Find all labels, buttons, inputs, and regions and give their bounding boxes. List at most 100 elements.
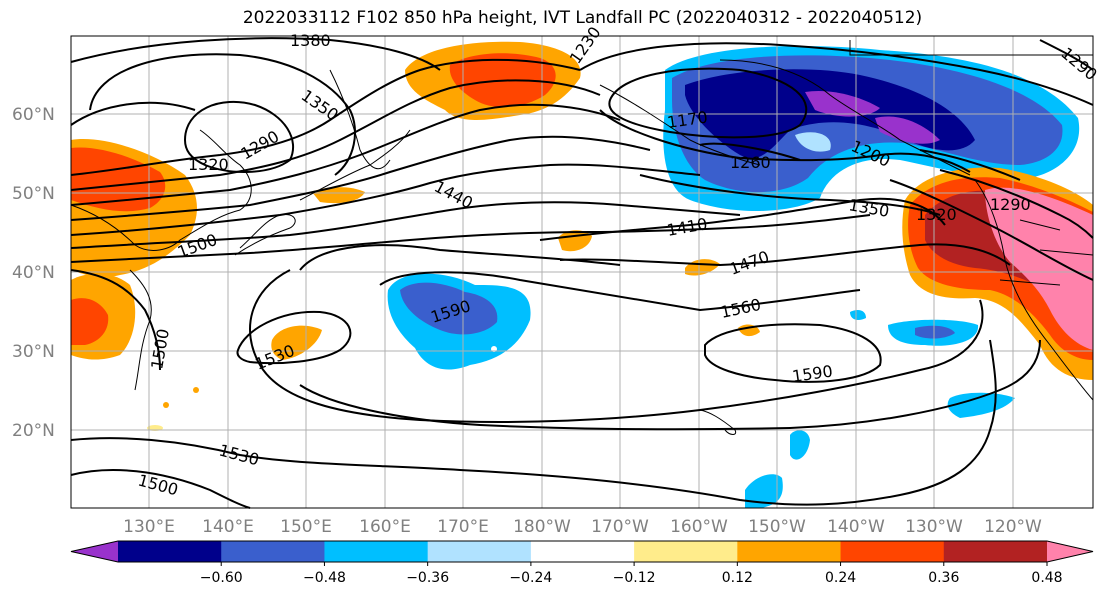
contour-1200	[599, 109, 971, 173]
contour-1560	[379, 271, 861, 312]
contour-1260	[699, 142, 801, 161]
lon-label-130e: 130°E	[123, 517, 175, 537]
contour-1530-small	[236, 310, 352, 365]
contour-inner-west	[70, 101, 196, 126]
coast-canada-border	[849, 40, 1093, 56]
clabel-1320-east: 1320	[916, 205, 957, 224]
lon-label-170e: 170°E	[437, 517, 489, 537]
lon-label-130w: 130°W	[905, 517, 963, 537]
colorbar-segment	[221, 541, 325, 562]
coast-us-states	[999, 219, 1094, 286]
shade-dot2	[163, 402, 169, 408]
colorbar-segment	[530, 541, 635, 562]
colorbar-extend-min	[71, 541, 118, 562]
contour-1500	[70, 214, 871, 263]
clabel-1290-east: 1290	[990, 195, 1031, 214]
contour-1230	[919, 149, 1021, 181]
contour-1290-ne	[939, 169, 1094, 239]
contour-z2	[70, 79, 601, 191]
coast-japan	[234, 213, 296, 256]
colorbar-ticks: −0.60 −0.48 −0.36 −0.24 −0.12 0.12 0.24 0.36 0.4…	[200, 562, 1063, 586]
contour-1410	[539, 197, 946, 241]
lon-label-160e: 160°E	[359, 517, 411, 537]
lat-label-50: 50°N	[12, 184, 55, 204]
colorbar-segments	[70, 540, 1094, 563]
colorbar-segment	[427, 541, 532, 562]
lat-label-20: 20°N	[12, 421, 55, 441]
shade-east-sky3	[850, 310, 866, 320]
colorbar-tick-label: −0.12	[613, 570, 656, 586]
shade-wc-pink	[985, 187, 1093, 350]
lon-label-160w: 160°W	[670, 517, 728, 537]
shade-west-red	[71, 147, 166, 212]
colorbar: −0.60 −0.48 −0.36 −0.24 −0.12 0.12 0.24 0.36 0.4…	[70, 540, 1094, 586]
lon-label-180w: 180°W	[513, 517, 571, 537]
clabel-1320: 1320	[188, 155, 229, 174]
contour-1170-loop	[608, 67, 808, 139]
shade-south-sky1	[790, 430, 810, 460]
lon-label-140w: 140°W	[827, 517, 885, 537]
contour-outer-south	[299, 339, 1041, 431]
contour-1470-east	[559, 243, 1011, 267]
colorbar-tick-label: −0.60	[200, 570, 243, 586]
coast-na-west	[974, 179, 1094, 401]
contour-1350-west	[89, 53, 356, 176]
shade-small-orange1	[312, 187, 365, 204]
shade-east-sky2	[947, 392, 1015, 418]
colorbar-tick-label: −0.36	[406, 570, 449, 586]
colorbar-outline	[70, 540, 1094, 563]
colorbar-tick-label: 0.36	[928, 570, 959, 586]
contour-1320-east	[889, 179, 1094, 281]
contour-1530-loop	[299, 244, 621, 271]
contour-1530-south	[70, 339, 997, 506]
clabel-1260: 1260	[730, 153, 771, 172]
gridlines	[71, 36, 1093, 508]
colorbar-segment	[118, 541, 222, 562]
contour-1350-east	[639, 174, 941, 216]
contour-1590-east	[704, 323, 882, 383]
shade-south-sky2	[745, 474, 783, 508]
clabel-1380: 1380	[290, 31, 331, 50]
colorbar-segment	[324, 541, 429, 562]
contour-1380	[70, 37, 441, 71]
map-frame	[70, 35, 1094, 509]
lon-label-150e: 150°E	[280, 517, 332, 537]
contour-1290-top	[1039, 39, 1094, 71]
contour-1470-west	[70, 201, 741, 249]
colorbar-segment	[840, 541, 945, 562]
contour-z4	[70, 135, 651, 221]
coast-kamchatka	[329, 69, 391, 170]
contour-1500-south	[70, 469, 251, 509]
lon-label-140e: 140°E	[202, 517, 254, 537]
colorbar-segment	[634, 541, 738, 562]
ivt-shading	[71, 41, 1093, 508]
contour-z3	[70, 103, 621, 206]
lon-label-120w: 120°W	[984, 517, 1042, 537]
lon-label-150w: 150°W	[748, 517, 806, 537]
lon-axis: 130°E 140°E 150°E 160°E 170°E 180°W 170°…	[123, 517, 1042, 537]
contour-1290-east	[579, 42, 1094, 106]
colorbar-segment	[737, 541, 842, 562]
lat-label-40: 40°N	[12, 263, 55, 283]
lon-label-170w: 170°W	[591, 517, 649, 537]
shade-west-red2	[71, 298, 109, 345]
map-title: 2022033112 F102 850 hPa height, IVT Land…	[242, 8, 923, 28]
contour-big-loop	[249, 269, 984, 423]
shade-alaska-purple2	[875, 116, 940, 144]
shade-east-blue1	[915, 325, 955, 339]
contour-z1	[70, 58, 581, 176]
colorbar-tick-label: 0.12	[722, 570, 753, 586]
lat-label-30: 30°N	[12, 342, 55, 362]
coast-hawaii	[699, 409, 737, 435]
shade-central-blue	[400, 282, 498, 335]
height-contours	[70, 37, 1094, 509]
shade-alaska-light2	[795, 132, 831, 152]
coastlines	[70, 40, 1094, 435]
colorbar-tick-label: −0.48	[303, 570, 346, 586]
lat-axis: 60°N 50°N 40°N 30°N 20°N	[12, 105, 55, 441]
contour-1320-loop	[183, 100, 295, 173]
colorbar-segment	[943, 541, 1048, 562]
colorbar-tick-label: 0.48	[1031, 570, 1062, 586]
coast-alaska	[719, 59, 971, 176]
